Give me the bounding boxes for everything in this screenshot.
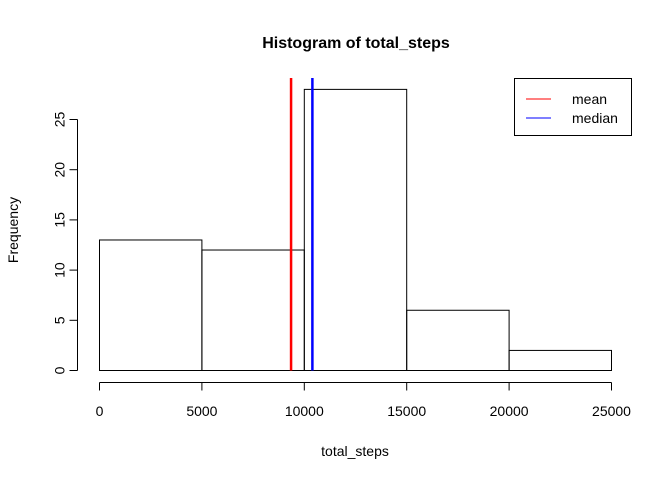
legend: mean median bbox=[514, 78, 632, 136]
legend-median-label: median bbox=[572, 110, 618, 126]
y-tick-label: 10 bbox=[52, 262, 68, 278]
chart-title: Histogram of total_steps bbox=[262, 35, 450, 52]
y-tick-label: 20 bbox=[52, 162, 68, 178]
y-tick-label: 25 bbox=[52, 112, 68, 128]
x-tick-label: 20000 bbox=[490, 403, 529, 419]
x-tick-label: 15000 bbox=[387, 403, 426, 419]
y-axis-label: Frequency bbox=[5, 197, 21, 263]
x-tick-label: 5000 bbox=[186, 403, 217, 419]
histogram-bar bbox=[303, 88, 408, 371]
x-axis-label: total_steps bbox=[321, 443, 389, 459]
histogram-bar bbox=[201, 249, 305, 372]
histogram-bar bbox=[406, 309, 510, 372]
legend-mean-label: mean bbox=[572, 91, 607, 107]
x-axis: 0 5000 10000 15000 20000 25000 bbox=[96, 382, 631, 419]
y-tick-label: 0 bbox=[52, 366, 68, 374]
histogram-bar bbox=[508, 349, 613, 372]
x-tick-label: 25000 bbox=[592, 403, 631, 419]
x-tick-label: 10000 bbox=[285, 403, 324, 419]
y-axis: 0 5 10 15 20 25 bbox=[52, 112, 78, 374]
histogram-bar bbox=[99, 239, 203, 371]
legend-box bbox=[514, 78, 632, 136]
y-tick-label: 5 bbox=[52, 316, 68, 324]
histogram-bars bbox=[99, 88, 613, 372]
reference-lines bbox=[289, 78, 314, 371]
x-tick-label: 0 bbox=[96, 403, 104, 419]
y-tick-label: 15 bbox=[52, 212, 68, 228]
